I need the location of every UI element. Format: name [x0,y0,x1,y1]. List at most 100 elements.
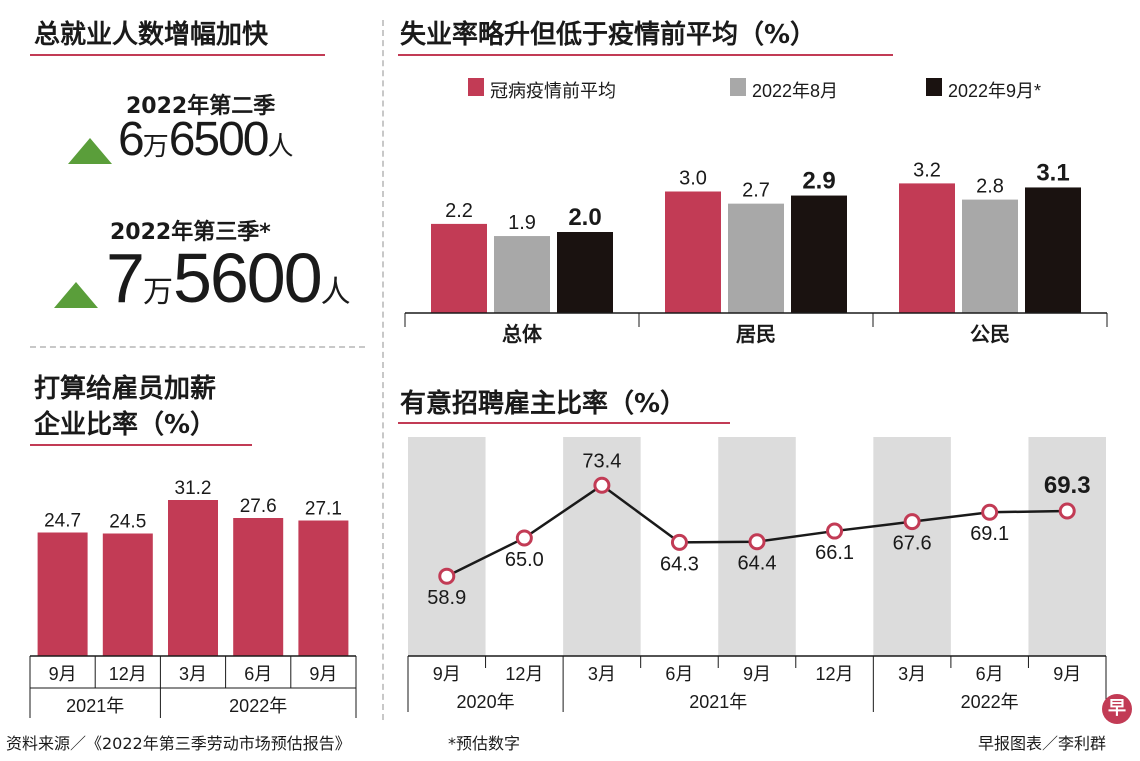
unemployment-value-label: 3.0 [679,168,707,190]
legend-label-aug: 2022年8月 [752,81,839,101]
q2-employment-value: 6万6500人 [118,112,294,167]
unemployment-value-label: 2.2 [445,200,473,222]
q2-up-arrow-icon [68,138,112,164]
credit-note: 早报图表／李利群 [978,734,1107,753]
unemployment-value-label: 1.9 [508,212,536,234]
estimate-note: *预估数字 [448,734,521,753]
unemployment-category-label: 公民 [970,323,1010,346]
raise-year-label: 2021年 [66,696,124,716]
unemployment-bar [899,183,955,313]
q2-value-tenthousands: 6 [118,113,145,166]
raise-bar-chart: 24.7 9月 24.5 12月 31.2 3月 27.6 6月 27.1 9月 2021年 2022… [29,478,357,718]
hiring-band [408,437,486,656]
unemployment-bar [1025,187,1081,313]
hiring-value-label: 64.4 [738,553,777,575]
hiring-point [670,533,688,551]
raise-year-label: 2022年 [229,696,287,716]
unemployment-bar [962,199,1018,313]
raise-value-label: 27.1 [305,499,342,520]
hiring-band [1028,437,1106,656]
q3-period-label: 2022年第三季* [110,220,271,245]
legend-swatch-sep [926,78,942,96]
vertical-divider [382,20,384,720]
raise-value-label: 31.2 [175,478,212,499]
q3-wan-char: 万 [142,276,173,309]
q2-unit: 人 [267,131,294,161]
hiring-band [873,437,951,656]
unemployment-value-label: 2.8 [976,176,1004,198]
unemployment-bar [494,236,550,313]
hiring-year-label: 2020年 [457,692,515,712]
raise-month-label: 6月 [244,664,272,684]
hiring-year-label: 2022年 [961,692,1019,712]
unemployment-bar [665,191,721,313]
raise-month-label: 9月 [309,664,337,684]
hiring-month-label: 6月 [665,664,693,684]
q2-period-label: 2022年第二季 [126,94,276,119]
raise-value-label: 24.7 [44,511,81,532]
raise-bar [298,520,349,656]
hiring-month-label: 12月 [816,664,854,684]
q3-unit: 人 [320,276,351,309]
unemployment-bar [791,195,847,313]
raise-title-line2: 企业比率（%） [34,410,217,440]
hiring-band [563,437,641,656]
raise-bar [37,532,88,656]
hiring-value-label: 69.1 [970,523,1009,545]
q3-employment-value: 7万5600人 [106,238,351,318]
unemployment-value-label: 3.1 [1036,159,1069,186]
hiring-value-label: 67.6 [893,533,932,555]
q2-wan-char: 万 [142,131,169,161]
legend-label-sep: 2022年9月* [948,81,1042,101]
hiring-month-label: 3月 [588,664,616,684]
q2-value-rest: 6500 [168,113,270,166]
raise-value-label: 24.5 [109,512,146,533]
q3-value-rest: 5600 [172,239,323,317]
hiring-line-chart: 58.9 65.0 73.4 64.3 64.4 66.1 67.6 69.1 69.3 9月 12… [407,437,1107,712]
raise-month-label: 12月 [109,664,147,684]
raise-month-label: 3月 [179,664,207,684]
hiring-value-label: 64.3 [660,553,699,575]
employment-title: 总就业人数增幅加快 [34,20,269,50]
legend-swatch-prepandemic [468,78,484,96]
hiring-month-label: 6月 [976,664,1004,684]
q3-up-arrow-icon [54,282,98,308]
raise-title-line1: 打算给雇员加薪 [34,374,217,404]
hiring-value-label: 66.1 [815,542,854,564]
hiring-point [903,513,921,531]
raise-title-underline [30,444,252,446]
raise-bar [102,533,153,656]
raise-month-label: 9月 [49,664,77,684]
hiring-month-label: 9月 [433,664,461,684]
hiring-value-label: 65.0 [505,549,544,571]
hiring-month-label: 3月 [898,664,926,684]
unemployment-bar [557,232,613,313]
hiring-title-underline [398,422,730,424]
employment-title-underline [30,54,325,56]
unemployment-bar [728,203,784,313]
zaobao-logo: 早 [1102,694,1132,724]
raise-bar [233,518,284,656]
raise-bar [168,500,218,656]
hiring-point [826,522,844,540]
unemployment-value-label: 2.0 [568,204,601,231]
hiring-point [438,567,456,585]
unemployment-title-underline [398,54,893,56]
unemployment-category-label: 居民 [736,324,776,346]
unemployment-value-label: 2.9 [802,168,835,195]
q3-value-tenthousands: 7 [106,239,145,317]
unemployment-bar-chart: 2.2 1.9 2.0 总体 3.0 2.7 2.9 居民 3.2 2.8 3.1 公民 [404,159,1108,346]
hiring-value-label: 58.9 [427,587,466,609]
unemployment-category-label: 总体 [502,322,543,346]
unemployment-value-label: 2.7 [742,180,770,202]
hiring-month-label: 9月 [743,664,771,684]
hiring-point [981,503,999,521]
unemployment-value-label: 3.2 [913,159,941,181]
hiring-point [593,476,611,494]
hiring-point [515,529,533,547]
unemployment-title: 失业率略升但低于疫情前平均（%） [400,20,817,50]
unemployment-bar [431,223,487,313]
hiring-value-label: 69.3 [1044,472,1091,499]
hiring-year-label: 2021年 [689,692,747,712]
raise-value-label: 27.6 [240,496,277,517]
